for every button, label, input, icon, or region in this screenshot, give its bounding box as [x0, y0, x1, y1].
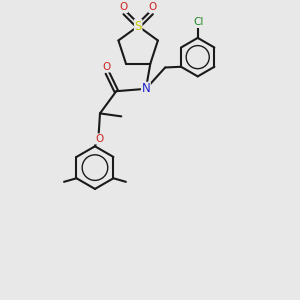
Text: N: N [142, 82, 150, 95]
Text: O: O [95, 134, 103, 144]
Text: O: O [149, 2, 157, 13]
Text: S: S [134, 20, 142, 33]
Text: O: O [119, 2, 128, 13]
Text: Cl: Cl [193, 17, 203, 28]
Text: O: O [103, 62, 111, 72]
